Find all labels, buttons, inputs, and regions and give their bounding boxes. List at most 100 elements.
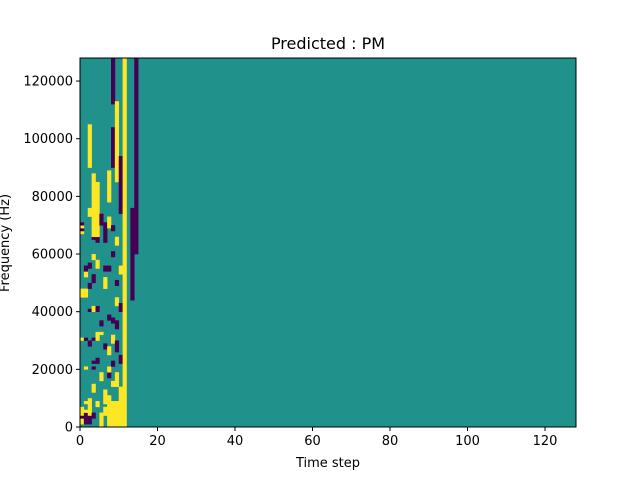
heatmap-cell (130, 222, 135, 226)
heatmap-cell (134, 170, 139, 174)
heatmap-cell (134, 150, 139, 154)
heatmap-cell (134, 190, 139, 194)
heatmap-cell (95, 213, 100, 217)
heatmap-cell (122, 210, 127, 214)
heatmap-cell (122, 326, 127, 330)
heatmap-cell (111, 164, 116, 168)
heatmap-cell (80, 294, 85, 298)
heatmap-cell (114, 409, 120, 413)
heatmap-cell (122, 415, 127, 419)
heatmap-cell (134, 124, 139, 128)
heatmap-cell (134, 161, 139, 165)
heatmap-cell (111, 66, 116, 70)
heatmap-cell (130, 256, 135, 261)
heatmap-cell (114, 380, 120, 385)
heatmap-cell (99, 421, 104, 425)
heatmap-cell (95, 210, 100, 214)
heatmap-cell (134, 144, 139, 148)
heatmap-cell (114, 406, 120, 411)
heatmap-cell (134, 75, 139, 79)
heatmap-cell (118, 205, 123, 209)
heatmap-cell (130, 268, 135, 272)
y-tick-label: 100000 (23, 132, 73, 147)
heatmap-cell (118, 357, 123, 361)
heatmap-cell (107, 412, 112, 416)
heatmap-cell (107, 181, 112, 186)
heatmap-cell (122, 170, 127, 174)
heatmap-cell (122, 121, 127, 125)
heatmap-cell (91, 360, 96, 364)
heatmap-cell (114, 109, 120, 114)
heatmap-cell (122, 161, 127, 165)
heatmap-cell (134, 202, 139, 206)
heatmap-cell (91, 305, 96, 310)
heatmap-cell (87, 158, 92, 163)
heatmap-cell (122, 352, 127, 356)
y-tick-label: 120000 (23, 75, 73, 90)
heatmap-cell (130, 279, 135, 284)
heatmap-cell (130, 213, 135, 217)
heatmap-cell (95, 196, 100, 200)
heatmap-cell (95, 357, 100, 361)
heatmap-cell (134, 63, 139, 67)
heatmap-cell (114, 349, 120, 353)
heatmap-cell (134, 147, 139, 151)
heatmap-cell (122, 254, 127, 258)
heatmap-cell (122, 181, 127, 186)
heatmap-cell (114, 401, 120, 405)
heatmap-cell (107, 421, 112, 425)
heatmap-cell (130, 254, 135, 258)
heatmap-cell (95, 331, 100, 336)
heatmap-cell (111, 156, 116, 160)
heatmap-cell (122, 101, 127, 105)
heatmap-cell (122, 205, 127, 209)
heatmap-cell (118, 265, 123, 269)
heatmap-cell (118, 403, 123, 408)
heatmap-cell (122, 147, 127, 151)
heatmap-cell (122, 239, 127, 243)
heatmap-cell (134, 121, 139, 125)
heatmap-cell (91, 236, 96, 240)
heatmap-cell (114, 242, 120, 246)
heatmap-cell (122, 216, 127, 220)
heatmap-cell (103, 228, 108, 232)
heatmap-cell (80, 418, 85, 422)
heatmap-cell (122, 176, 127, 180)
heatmap-cell (87, 406, 92, 411)
heatmap-cell (114, 107, 120, 111)
heatmap-cell (111, 418, 116, 422)
heatmap-cell (122, 242, 127, 246)
heatmap-cell (122, 86, 127, 91)
heatmap-cell (99, 377, 104, 382)
heatmap-cell (134, 210, 139, 214)
heatmap-cell (87, 130, 92, 134)
heatmap-cell (99, 375, 104, 379)
heatmap-cell (122, 98, 127, 102)
heatmap-cell (107, 199, 112, 203)
heatmap-cell (83, 268, 89, 272)
heatmap-cell (114, 415, 120, 419)
heatmap-cell (114, 377, 120, 382)
heatmap-cell (95, 337, 100, 341)
heatmap-cell (130, 282, 135, 287)
heatmap-cell (122, 144, 127, 148)
heatmap-cell (122, 219, 127, 223)
heatmap-cell (107, 349, 112, 353)
heatmap-cell (122, 132, 127, 137)
heatmap-cell (118, 401, 123, 405)
heatmap-cell (114, 300, 120, 304)
heatmap-cell (122, 418, 127, 422)
heatmap-cell (114, 124, 120, 128)
heatmap-cell (91, 274, 96, 278)
heatmap-cell (103, 239, 108, 243)
heatmap-cell (111, 380, 116, 385)
heatmap-cell (111, 334, 116, 338)
heatmap-cell (122, 60, 127, 65)
heatmap-cell (103, 285, 108, 289)
heatmap-cell (114, 297, 120, 301)
heatmap-cell (122, 274, 127, 278)
heatmap-cell (107, 190, 112, 194)
heatmap-cell (87, 207, 92, 212)
heatmap-cell (134, 66, 139, 70)
heatmap-cell (134, 230, 139, 235)
